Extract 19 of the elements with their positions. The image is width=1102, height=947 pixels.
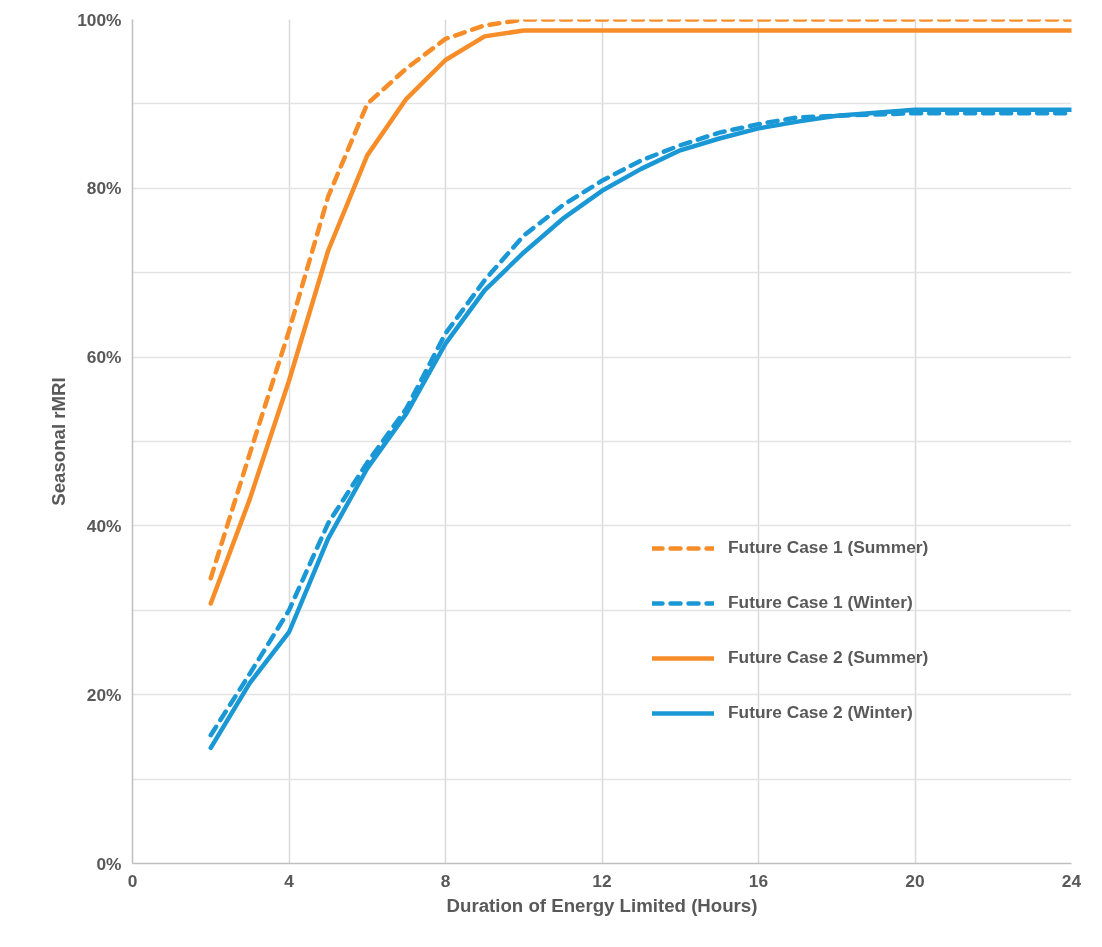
x-tick-label: 12 — [592, 870, 612, 891]
x-tick-label: 24 — [1061, 870, 1082, 891]
x-tick-label: 8 — [440, 870, 451, 891]
y-tick-label: 40% — [86, 515, 122, 536]
x-tick-label: 4 — [284, 870, 295, 891]
x-tick-label: 20 — [905, 870, 925, 891]
legend-label: Future Case 1 (Winter) — [728, 592, 913, 613]
x-tick-label: 16 — [748, 870, 769, 891]
x-tick-label: 0 — [127, 870, 138, 891]
legend-label: Future Case 2 (Summer) — [728, 647, 929, 668]
y-tick-label: 80% — [86, 178, 122, 199]
x-axis-title: Duration of Energy Limited (Hours) — [446, 894, 758, 916]
legend-label: Future Case 1 (Summer) — [728, 537, 929, 558]
legend-label: Future Case 2 (Winter) — [728, 702, 913, 723]
y-tick-label: 100% — [77, 9, 122, 30]
y-tick-label: 20% — [86, 684, 122, 705]
y-tick-label: 0% — [96, 853, 122, 874]
y-tick-label: 60% — [86, 347, 122, 368]
y-axis-title: Seasonal rMRI — [48, 377, 70, 506]
